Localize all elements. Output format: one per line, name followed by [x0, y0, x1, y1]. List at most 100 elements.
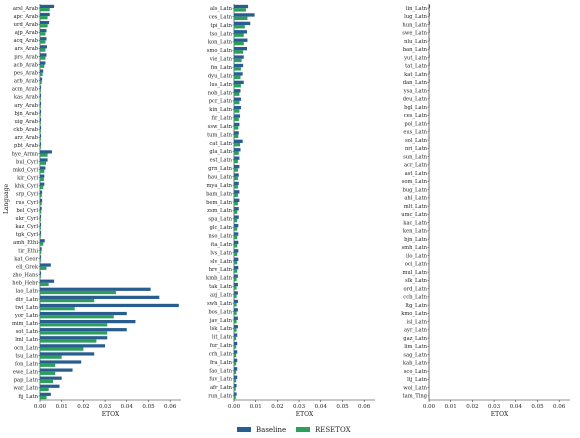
category-label: pbt_Arab [14, 143, 39, 149]
category-label: ltg_Latn [405, 303, 427, 309]
x-tick-label: 0.01 [445, 404, 457, 410]
category-label: apc_Arab [13, 14, 38, 20]
bar-baseline-tir_Ethi [40, 247, 42, 251]
bar-resetox-tak_Latn [234, 286, 237, 290]
category-label: est_Latn [210, 158, 233, 164]
category-label: srp_Cyrl [16, 192, 38, 198]
bar-baseline-bem_Latn [234, 198, 240, 202]
bar-baseline-smo_Latn [234, 46, 248, 51]
bar-baseline-lsk_Latn [234, 325, 238, 329]
category-label: slk_Latn [405, 278, 428, 284]
category-label: als_Latn [210, 6, 233, 12]
category-label: mul_Latn [403, 270, 428, 276]
category-label: ccb_Latn [403, 295, 427, 301]
category-label: tam_Tlng [403, 394, 428, 400]
bar-baseline-kat_Latn [429, 70, 430, 75]
category-label: khk_Cyrl [15, 184, 39, 190]
bar-resetox-prs_Arab [40, 56, 46, 60]
bar-baseline-fuv_Latn [234, 375, 238, 379]
category-label: mlt_Latn [404, 204, 428, 210]
bar-resetox-lml_Latn [40, 339, 97, 343]
category-label: pap_Latn [14, 378, 39, 384]
bar-baseline-fir_Latn [234, 114, 241, 118]
bar-baseline-ces_Latn [234, 13, 255, 17]
bar-baseline-apc_Arab [40, 12, 50, 17]
category-label: pes_Arab [14, 70, 39, 76]
category-label: bug_Latn [402, 187, 427, 193]
bar-baseline-fin_Latn [234, 63, 244, 68]
bar-resetox-ukr_Cyrl [40, 218, 41, 222]
category-label: som_Latn [402, 179, 428, 185]
category-label: lin_Latn [406, 6, 428, 12]
bar-resetox-fin_Latn [234, 67, 241, 71]
bar-baseline-bul_Cyrl [40, 158, 48, 162]
bar-baseline-nso_Latn [234, 232, 239, 236]
category-label: sun_Latn [403, 154, 428, 160]
category-label: bul_Cyrl [16, 159, 38, 165]
category-label: mim_Latn [12, 321, 39, 327]
category-label: gla_Latn [209, 149, 232, 155]
bar-baseline-acm_Arab [40, 85, 42, 89]
bar-baseline-afr_Latn [234, 383, 237, 388]
bar-resetox-kin_Latn [234, 109, 240, 113]
category-label: ces_Latn [209, 14, 233, 20]
bar-baseline-lao_Latn [40, 287, 151, 291]
category-label: glc_Latn [210, 225, 233, 231]
category-label: kon_Latn [208, 40, 233, 46]
bar-resetox-tir_Ethi [40, 250, 42, 254]
bar-resetox-hau_Latn [234, 176, 238, 181]
bar-baseline-urd_Arab [40, 20, 50, 25]
bar-baseline-vie_Latn [234, 55, 244, 59]
bar-baseline-ell_Grek [40, 263, 51, 267]
category-label: kmo_Latn [401, 311, 427, 317]
bar-baseline-tak_Latn [234, 282, 238, 287]
bar-resetox-urd_Arab [40, 24, 48, 28]
category-label: deu_Latn [403, 97, 428, 103]
bar-resetox-bam_Latn [234, 193, 238, 197]
category-label: kac_Latn [403, 220, 427, 226]
category-label: lim_Latn [404, 344, 427, 350]
category-label: hye_Armn [12, 151, 39, 157]
category-label: zho_Hans [13, 273, 39, 279]
bar-baseline-zho_Hans [40, 271, 42, 275]
bar-baseline-yor_Latn [40, 311, 127, 316]
bar-resetox-bjn_Arab [40, 113, 41, 117]
category-label: tir_Ethi [18, 248, 38, 254]
bar-resetox-ars_Arab [40, 48, 46, 52]
category-label: ord_Latn [404, 286, 428, 292]
category-label: bjn_Latn [404, 237, 427, 243]
category-label: kas_Arab [14, 95, 39, 101]
bar-resetox-heb_Hebr [40, 282, 49, 287]
x-tick-label: 0.02 [271, 404, 283, 410]
bar-baseline-bjn_Arab [40, 109, 42, 114]
category-label: fur_Latn [210, 343, 233, 349]
bar-baseline-tso_Latn [234, 30, 248, 34]
bar-baseline-lus_Latn [234, 80, 244, 85]
bar-resetox-tum_Latn [234, 134, 239, 138]
category-label: acb_Arab [13, 62, 38, 68]
bar-baseline-twi_Latn [40, 303, 179, 308]
category-label: nri_Latn [405, 146, 428, 152]
bar-baseline-ajp_Arab [40, 29, 47, 33]
category-label: pol_Latn [404, 121, 427, 127]
x-tick-label: 0.04 [510, 404, 523, 410]
x-tick-label: 0.03 [293, 404, 306, 410]
bar-resetox-pes_Arab [40, 72, 43, 76]
category-label: bjn_Arab [14, 111, 38, 117]
category-label: bam_Latn [206, 191, 233, 197]
category-label: slv_Latn [210, 259, 232, 265]
bar-baseline-jav_Latn [234, 316, 238, 320]
bar-baseline-tpi_Latn [234, 21, 251, 26]
category-label: arb_Arab [14, 79, 39, 85]
bar-baseline-kir_Cyrl [40, 174, 45, 178]
x-tick-label: 0.05 [336, 404, 349, 410]
bar-baseline-ita_Latn [234, 240, 239, 245]
bar-baseline-als_Latn [234, 4, 249, 9]
bar-baseline-swe_Latn [429, 29, 430, 33]
bar-resetox-run_Latn [234, 395, 236, 400]
x-tick-label: 0.02 [466, 404, 478, 410]
bar-baseline-kon_Latn [234, 38, 248, 42]
category-label: fon_Latn [15, 361, 39, 367]
bar-resetox-fur_Latn [234, 345, 237, 349]
